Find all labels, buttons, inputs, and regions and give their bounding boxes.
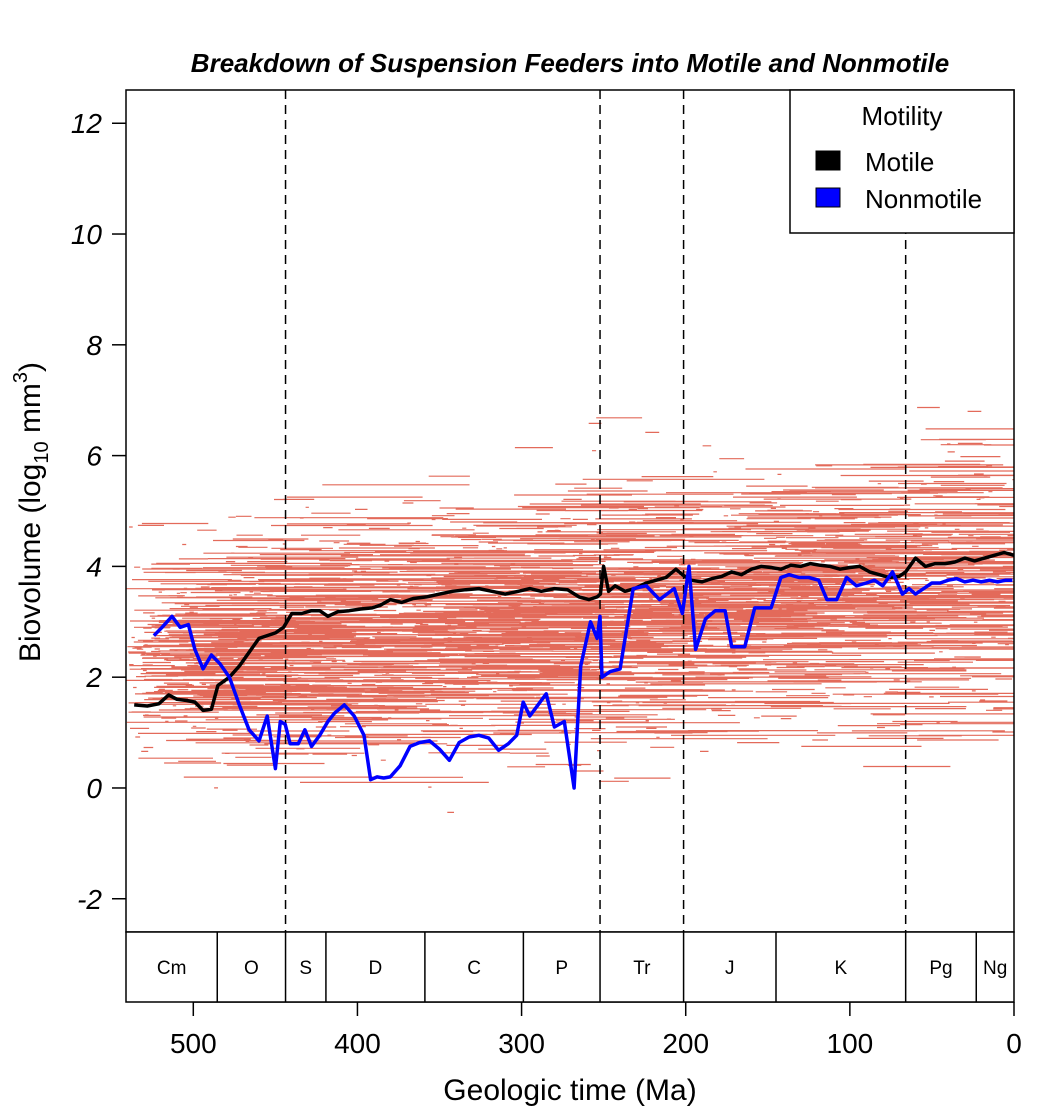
period-bar: Cm O S D C P Tr J K Pg Ng — [125, 931, 1015, 1003]
y-tick-label: -2 — [77, 884, 102, 915]
period-bar-frame — [125, 931, 1015, 1003]
y-axis-title-main: Biovolume (log — [14, 464, 47, 662]
y-axis-title-unit: mm — [14, 383, 47, 441]
x-axis: 500 400 300 200 100 0 — [170, 1001, 1022, 1059]
biovolume-ranges — [126, 406, 1014, 813]
period-label-j: J — [725, 958, 735, 979]
period-label-pg: Pg — [929, 958, 952, 979]
legend-title: Motility — [862, 101, 943, 131]
y-axis-title-sup: 3 — [10, 372, 32, 383]
series-line-nonmotile — [152, 564, 1013, 790]
period-label-tr: Tr — [633, 958, 651, 979]
legend: Motility Motile Nonmotile — [789, 89, 1015, 234]
legend-label-motile: Motile — [865, 147, 934, 177]
period-label-cm: Cm — [157, 958, 187, 979]
period-label-ng: Ng — [983, 958, 1007, 979]
y-axis-title: Biovolume (log10 mm3) — [10, 362, 53, 662]
series-line-motile — [134, 550, 1015, 713]
legend-swatch-nonmotile — [815, 187, 841, 208]
range-segments — [126, 406, 1014, 813]
x-tick-label: 200 — [662, 1028, 709, 1059]
period-label-c: C — [467, 958, 481, 979]
period-label-s: S — [299, 958, 312, 979]
chart-title: Breakdown of Suspension Feeders into Mot… — [191, 48, 949, 78]
y-tick-label: 4 — [86, 551, 102, 582]
legend-swatch-motile — [815, 150, 841, 171]
x-tick-label: 400 — [334, 1028, 381, 1059]
period-label-d: D — [369, 958, 383, 979]
y-tick-label: 12 — [71, 108, 103, 139]
period-label-p: P — [555, 958, 568, 979]
y-axis-title-sub: 10 — [31, 441, 53, 463]
x-tick-label: 300 — [498, 1028, 545, 1059]
x-tick-label: 100 — [827, 1028, 874, 1059]
y-tick-label: 2 — [85, 662, 102, 693]
period-label-o: O — [244, 958, 259, 979]
series-lines — [134, 550, 1015, 790]
x-tick-label: 500 — [170, 1028, 217, 1059]
y-tick-label: 0 — [86, 773, 102, 804]
y-tick-label: 8 — [86, 330, 102, 361]
y-tick-label: 6 — [86, 441, 102, 472]
x-tick-label: 0 — [1006, 1028, 1022, 1059]
legend-label-nonmotile: Nonmotile — [865, 184, 982, 214]
period-label-k: K — [834, 958, 847, 979]
y-tick-label: 10 — [71, 219, 103, 250]
x-axis-title: Geologic time (Ma) — [443, 1074, 696, 1107]
y-axis-title-close: ) — [14, 362, 47, 372]
y-axis: -2 0 2 4 6 8 10 12 — [71, 108, 126, 915]
